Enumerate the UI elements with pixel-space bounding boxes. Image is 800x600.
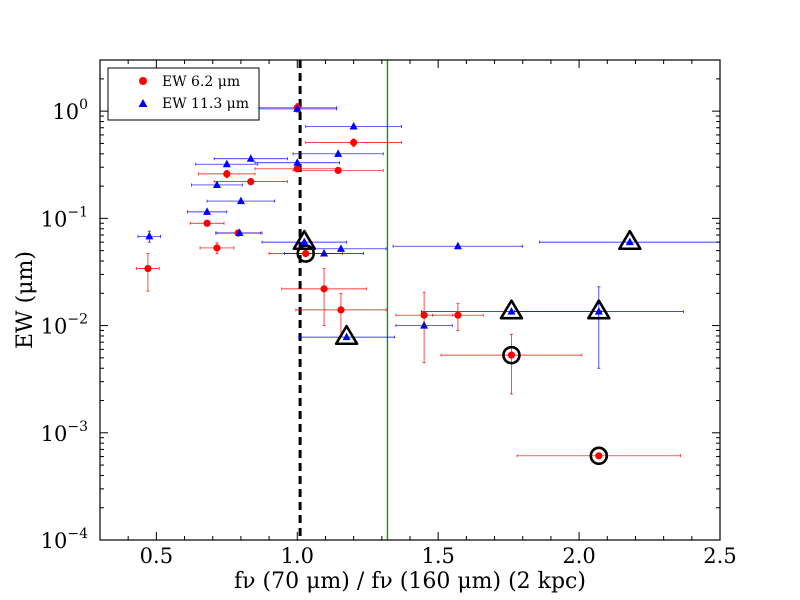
data-points: [144, 103, 642, 466]
x-axis-label: fν (70 μm) / fν (160 μm) (2 kpc): [234, 569, 586, 594]
legend-marker-ew-11-3: [138, 99, 148, 107]
point-ew-11-3: [625, 237, 634, 246]
point-ew-11-3: [212, 180, 221, 188]
point-ew-6-2: [144, 264, 152, 273]
legend: EW 6.2 μm EW 11.3 μm: [107, 67, 260, 121]
point-ew-6-2: [350, 138, 358, 147]
point-ew-11-3: [342, 332, 351, 341]
point-ew-6-2: [223, 170, 231, 178]
legend-label-ew-11-3: EW 11.3 μm: [162, 96, 249, 112]
plot-frame: [99, 59, 721, 541]
point-ew-11-3: [235, 228, 244, 237]
point-ew-6-2: [420, 311, 428, 319]
highlight-ring-ew-6-2: [296, 244, 316, 263]
point-ew-11-3: [300, 237, 309, 246]
point-ew-11-3: [320, 249, 329, 257]
highlight-triangle-ew-11-3: [618, 229, 642, 251]
point-ew-6-2: [293, 165, 301, 173]
highlight-ring-ew-6-2: [502, 345, 521, 365]
x-tick-label: 1.0: [281, 544, 314, 568]
highlight-triangle-ew-11-3: [499, 299, 524, 320]
point-ew-11-3: [236, 196, 245, 205]
legend-label-ew-6-2: EW 6.2 μm: [162, 74, 240, 90]
point-ew-6-2: [337, 306, 345, 314]
point-ew-11-3: [222, 159, 231, 168]
point-ew-11-3: [145, 231, 154, 240]
point-ew-6-2: [203, 219, 211, 227]
point-ew-11-3: [336, 244, 345, 252]
point-ew-6-2: [320, 285, 328, 293]
point-ew-11-3: [293, 158, 302, 166]
y-tick-label: 10−3: [41, 419, 88, 446]
y-axis-label: EW (μm): [13, 251, 38, 349]
point-ew-6-2: [334, 166, 342, 175]
highlight-triangle-ew-11-3: [292, 229, 317, 251]
point-ew-6-2: [507, 351, 516, 359]
point-ew-11-3: [203, 207, 212, 215]
x-tick-label: 1.5: [421, 544, 454, 568]
point-ew-11-3: [246, 154, 255, 162]
point-ew-11-3: [420, 321, 429, 329]
reference-lines: [298, 60, 389, 540]
point-ew-11-3: [349, 121, 358, 130]
point-ew-11-3: [507, 307, 516, 315]
highlight-triangle-ew-11-3: [587, 299, 611, 320]
point-ew-11-3: [293, 104, 302, 112]
x-tick-label: 2.5: [703, 544, 736, 568]
point-ew-6-2: [213, 244, 221, 252]
y-tick-label: 10−4: [41, 526, 88, 553]
legend-marker-ew-6-2: [139, 77, 147, 85]
y-tick-label: 10−2: [41, 312, 88, 339]
point-ew-6-2: [595, 452, 603, 460]
highlight-triangle-ew-11-3: [334, 324, 359, 346]
point-ew-11-3: [334, 149, 343, 157]
error-bars: [136, 103, 721, 458]
point-ew-6-2: [302, 249, 310, 258]
y-tick-label: 100: [52, 97, 88, 124]
point-ew-11-3: [594, 307, 603, 315]
point-ew-6-2: [454, 311, 462, 319]
y-tick-label: 10−1: [41, 204, 88, 231]
axis-ticks: 0.5 1.0 1.5 2.0 2.5 10−4 10−3 10−2 10−1 100: [41, 59, 737, 568]
x-tick-label: 0.5: [140, 544, 173, 568]
point-ew-6-2: [247, 178, 255, 186]
legend-box: [107, 67, 260, 121]
x-tick-label: 2.0: [562, 544, 595, 568]
highlight-ring-ew-6-2: [589, 446, 609, 466]
point-ew-11-3: [453, 241, 462, 250]
